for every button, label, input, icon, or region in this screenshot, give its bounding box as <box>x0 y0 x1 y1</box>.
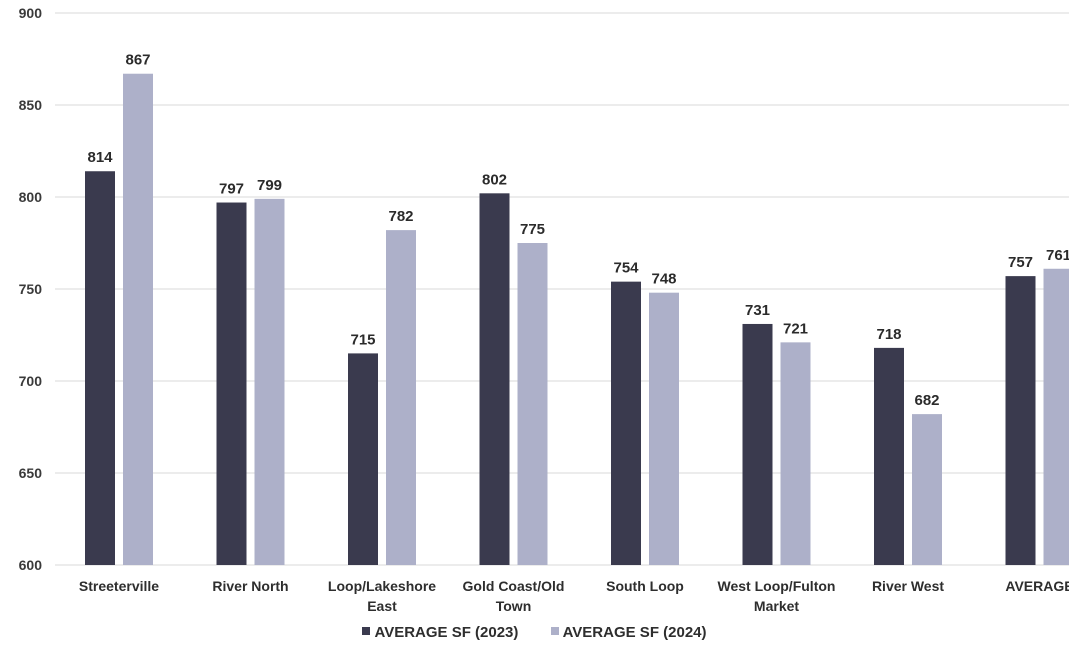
x-tick-label: West Loop/Fulton <box>718 578 836 594</box>
legend-label-2023: AVERAGE SF (2023) <box>374 624 519 641</box>
bar <box>611 281 641 565</box>
bar <box>1043 268 1069 565</box>
x-tick-label: South Loop <box>606 578 684 594</box>
bar <box>479 193 510 565</box>
data-label: 721 <box>783 320 808 337</box>
y-tick-label: 900 <box>19 5 43 21</box>
data-label: 682 <box>914 392 939 409</box>
data-label: 757 <box>1008 254 1033 271</box>
legend-label-2024: AVERAGE SF (2024) <box>562 624 707 641</box>
x-tick-label: AVERAGE <box>1005 578 1069 594</box>
bar <box>254 198 285 565</box>
x-tick-label: Town <box>496 598 532 614</box>
legend: AVERAGE SF (2023) AVERAGE SF (2024) <box>0 624 1069 641</box>
data-label: 748 <box>651 271 676 288</box>
bar <box>386 230 416 565</box>
x-tick-label: Loop/Lakeshore <box>328 578 436 594</box>
x-tick-label: River North <box>212 578 288 594</box>
data-label: 799 <box>257 177 282 194</box>
bar <box>85 171 115 566</box>
x-tick-label: East <box>367 598 397 614</box>
data-label: 867 <box>125 52 150 69</box>
bar-chart: 600 650 700 750 800 850 900 814 867 Streeterville… <box>19 5 1069 614</box>
y-tick-label: 800 <box>19 189 43 205</box>
y-tick-label: 750 <box>19 281 43 297</box>
bar <box>1005 276 1036 565</box>
bar <box>123 73 153 565</box>
data-label: 782 <box>388 208 413 225</box>
y-tick-label: 850 <box>19 97 43 113</box>
bar <box>780 342 811 565</box>
y-tick-label: 700 <box>19 373 43 389</box>
y-tick-label: 650 <box>19 465 43 481</box>
bar <box>348 353 378 565</box>
data-label: 797 <box>219 181 244 198</box>
data-label: 718 <box>876 326 901 343</box>
bar <box>649 292 679 565</box>
bar <box>742 323 773 565</box>
x-tick-label: Market <box>754 598 799 614</box>
data-label: 715 <box>350 331 375 348</box>
data-label: 775 <box>520 221 545 238</box>
data-label: 814 <box>87 149 113 166</box>
x-tick-label: Gold Coast/Old <box>463 578 565 594</box>
legend-item-2023: AVERAGE SF (2023) <box>362 624 518 641</box>
x-tick-label: Streeterville <box>79 578 159 594</box>
legend-swatch-2024 <box>550 627 559 635</box>
x-tick-label: River West <box>872 578 944 594</box>
bar <box>912 414 942 565</box>
bar <box>874 347 904 565</box>
bar <box>517 243 548 565</box>
data-label: 802 <box>482 171 507 188</box>
y-tick-label: 600 <box>19 557 43 573</box>
bar <box>216 202 247 565</box>
data-label: 761 <box>1046 247 1069 264</box>
data-label: 731 <box>745 302 770 319</box>
legend-item-2024: AVERAGE SF (2024) <box>550 624 707 641</box>
legend-swatch-2023 <box>362 627 371 635</box>
data-label: 754 <box>613 260 639 277</box>
